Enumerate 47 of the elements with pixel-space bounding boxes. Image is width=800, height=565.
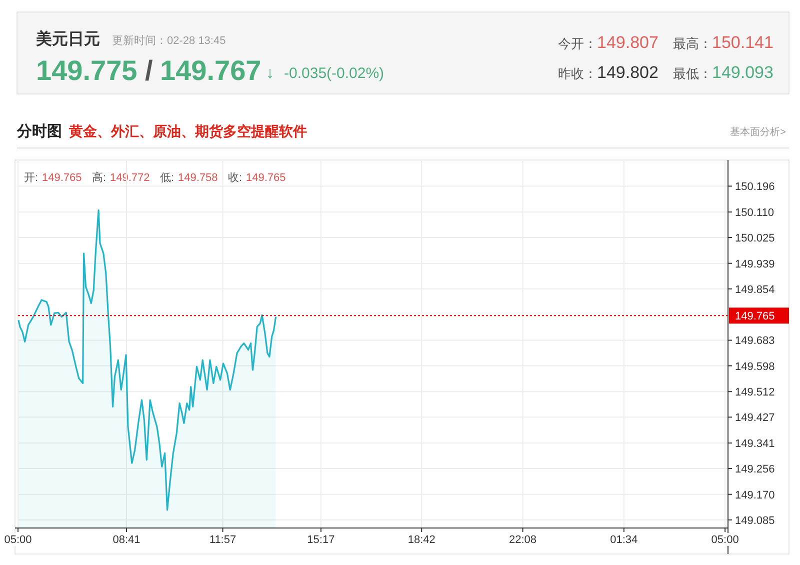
ref-line-label: 149.765 (735, 310, 775, 323)
text: 149.807 (597, 33, 658, 52)
chart-title: 分时图 (16, 123, 62, 140)
x-tick-label: 01:34 (610, 534, 638, 546)
y-tick-label: 149.939 (735, 258, 775, 270)
x-tick-label: 08:41 (112, 534, 140, 546)
annotation: 149.758 (178, 172, 218, 184)
y-tick-label: 149.427 (735, 412, 775, 424)
y-tick-label: 149.170 (735, 489, 775, 502)
annotation: 开: (24, 172, 38, 184)
annotation: 收: (228, 172, 242, 184)
text: 基本面分析> (730, 126, 786, 138)
x-tick-label: 05:00 (4, 534, 32, 546)
y-tick-label: 149.854 (735, 284, 775, 296)
x-tick-label: 05:00 (711, 534, 739, 546)
x-tick-label: 18:42 (408, 534, 436, 546)
y-tick-label: 149.683 (735, 335, 775, 348)
y-tick-label: 149.512 (735, 386, 775, 399)
y-tick-label: 149.085 (735, 514, 775, 527)
text: 149.775 (36, 55, 138, 86)
y-tick-label: 150.110 (735, 206, 774, 219)
y-tick-label: 150.196 (735, 181, 775, 194)
y-tick-label: 149.341 (735, 438, 775, 450)
text: -0.035(-0.02%) (284, 65, 384, 82)
text: 最高： (673, 36, 712, 51)
text: 美元日元 (35, 29, 100, 48)
text: / (145, 55, 153, 86)
text: 149.767 (160, 55, 262, 86)
annotation: 高: (92, 171, 106, 184)
annotation: 149.765 (42, 172, 82, 184)
y-tick-label: 149.598 (735, 360, 775, 373)
y-tick-label: 150.025 (735, 232, 775, 245)
text: 更新时间：02-28 13:45 (112, 34, 226, 47)
y-tick-label: 149.256 (735, 464, 775, 476)
x-tick-label: 11:57 (209, 534, 236, 546)
text: 昨收： (558, 66, 597, 81)
text: 149.802 (597, 63, 658, 82)
text: 今开： (558, 36, 597, 51)
annotation: 149.765 (246, 172, 286, 184)
x-tick-label: 15:17 (307, 534, 335, 546)
text: ↓ (266, 65, 274, 82)
chart-subtitle: 黄金、外汇、原油、期货多空提醒软件 (68, 123, 307, 139)
annotation: 低: (160, 172, 174, 184)
text: 最低： (673, 66, 712, 81)
text: 150.141 (712, 33, 774, 52)
text: 149.093 (712, 63, 774, 82)
x-tick-label: 22:08 (508, 534, 537, 546)
